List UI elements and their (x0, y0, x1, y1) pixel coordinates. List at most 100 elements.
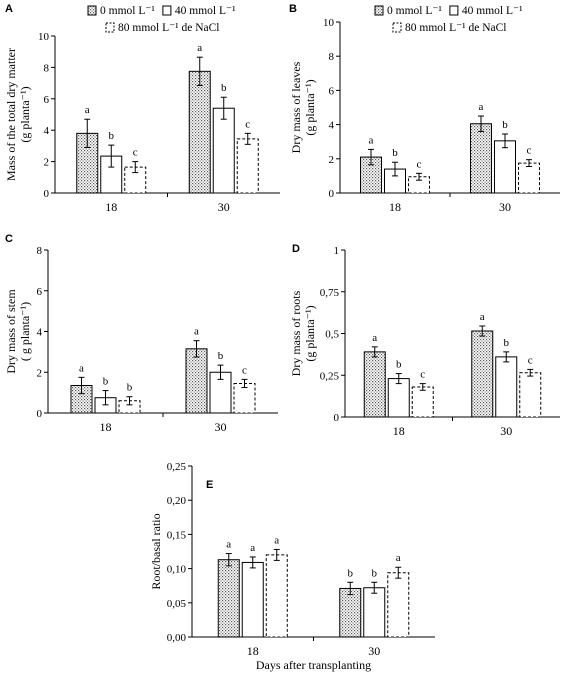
error-bar (78, 376, 85, 395)
error-bar (225, 553, 232, 567)
error-bar (503, 351, 510, 363)
legend-swatch (392, 22, 402, 33)
x-tick-label: 30 (368, 644, 380, 658)
legend-swatch (87, 5, 97, 16)
legend-swatch (449, 5, 459, 16)
x-tick-label: 30 (218, 200, 230, 214)
significance-letter: c (242, 364, 247, 376)
bar-b-30-s1 (494, 140, 516, 194)
bar-e-30-s0 (339, 587, 362, 638)
error-bar (249, 556, 256, 569)
significance-letter: c (133, 147, 138, 159)
significance-letter: a (396, 552, 401, 564)
y-tick-label: 6 (329, 85, 335, 97)
y-tick-label: 10 (323, 17, 335, 29)
panel-label-c: C (5, 233, 13, 245)
significance-letter: b (127, 382, 133, 394)
bar-e-30-s1 (363, 587, 386, 638)
y-axis-label: Mass of the total dry matter (4, 48, 18, 181)
error-bar (241, 378, 248, 389)
legend-label: 40 mmol L⁻¹ (462, 5, 523, 17)
x-tick-label: 30 (499, 200, 511, 214)
y-tick-label: 0 (334, 412, 340, 424)
error-bar (527, 368, 534, 377)
panel-e: E 0,00 0,05 0,10 0,15 0,20 0,25 Root/basal rati… (149, 461, 435, 672)
significance-letter: a (197, 42, 202, 54)
y-tick-label: 0 (329, 188, 335, 200)
significance-letter: a (85, 104, 90, 116)
legend-swatch (105, 22, 115, 33)
error-bar (102, 390, 109, 406)
y-tick-label: 4 (37, 327, 43, 339)
y-tick-label: 0,10 (167, 564, 187, 576)
significance-letter: b (372, 567, 378, 579)
x-tick-label: 18 (100, 420, 112, 434)
significance-letter: a (79, 362, 84, 374)
y-tick-label: 6 (44, 94, 50, 106)
panel-a: A 0 2 4 6 8 10 Mass of the total dry matter (g p… (4, 3, 280, 214)
y-tick-label: 2 (44, 157, 50, 169)
y-tick-label: 0 (37, 408, 43, 420)
bar-b-30-s2 (518, 162, 540, 194)
significance-letter: c (420, 369, 425, 381)
error-bar (220, 96, 227, 120)
y-tick-label: 8 (37, 245, 43, 257)
panel-label-a: A (5, 3, 13, 15)
y-axis-label: (g planta⁻¹) (303, 305, 317, 361)
significance-letter: a (479, 101, 484, 113)
significance-letter: c (245, 118, 250, 130)
x-tick-label: 30 (215, 420, 227, 434)
bar-d-18-s0 (363, 351, 386, 418)
error-bar (196, 56, 203, 86)
y-axis-label: Dry mass of leaves (289, 61, 303, 153)
significance-letter: a (369, 134, 374, 146)
y-tick-label: 8 (329, 51, 335, 63)
bar-d-30-s1 (495, 356, 518, 418)
legend-label: 80 mmol L⁻¹ de NaCl (405, 22, 507, 34)
x-axis-label: Days after transplanting (256, 658, 371, 672)
y-axis-label: (g planta⁻¹) (18, 86, 32, 142)
significance-letter: a (372, 332, 377, 344)
error-bar (368, 148, 374, 166)
y-tick-label: 0,5 (325, 329, 339, 341)
y-tick-label: 0 (44, 188, 50, 200)
error-bar (371, 581, 378, 594)
y-tick-label: 0,25 (167, 461, 187, 473)
error-bar (84, 118, 91, 148)
y-tick-label: 0,25 (320, 370, 340, 382)
y-tick-label: 2 (37, 367, 43, 379)
significance-letter: b (218, 350, 224, 362)
panel-label-e: E (206, 479, 213, 491)
x-tick-label: 18 (389, 200, 401, 214)
significance-letter: c (528, 354, 533, 366)
error-bar (132, 161, 139, 174)
y-axis-label: Root/basal ratio (149, 513, 163, 589)
panel-d: D 0 0,25 0,5 0,75 1 Dry mass of roots (g planta… (289, 243, 560, 438)
panel-b: B 0 2 4 6 8 10 Dry mass of leaves (g planta⁻¹) 18… (289, 3, 560, 214)
x-tick-label: 18 (247, 644, 259, 658)
error-bar (217, 364, 224, 380)
x-tick-label: 30 (500, 424, 512, 438)
error-bar (416, 172, 422, 181)
bar-e-30-s2 (387, 572, 410, 638)
bar-a-30-s0 (188, 70, 211, 194)
significance-letter: a (274, 534, 279, 546)
legend-label: 0 mmol L⁻¹ (100, 5, 155, 17)
significance-letter: a (226, 539, 231, 551)
bar-c-30-s0 (185, 348, 208, 414)
y-tick-label: 6 (37, 286, 43, 298)
error-bar (526, 159, 532, 167)
significance-letter: b (109, 130, 115, 142)
panel-c: C 0 2 4 6 8 Dry mass of stem( g planta⁻¹) 18 a b b… (4, 233, 278, 434)
bar-d-30-s0 (471, 330, 494, 418)
x-tick-label: 18 (105, 200, 117, 214)
error-bar (502, 133, 508, 149)
error-bar (478, 115, 484, 132)
significance-letter: b (502, 119, 508, 131)
y-tick-label: 10 (38, 31, 50, 43)
error-bar (395, 373, 402, 385)
bar-a-30-s2 (236, 138, 259, 194)
panel-label-d: D (292, 243, 300, 255)
x-tick-label: 18 (393, 424, 405, 438)
